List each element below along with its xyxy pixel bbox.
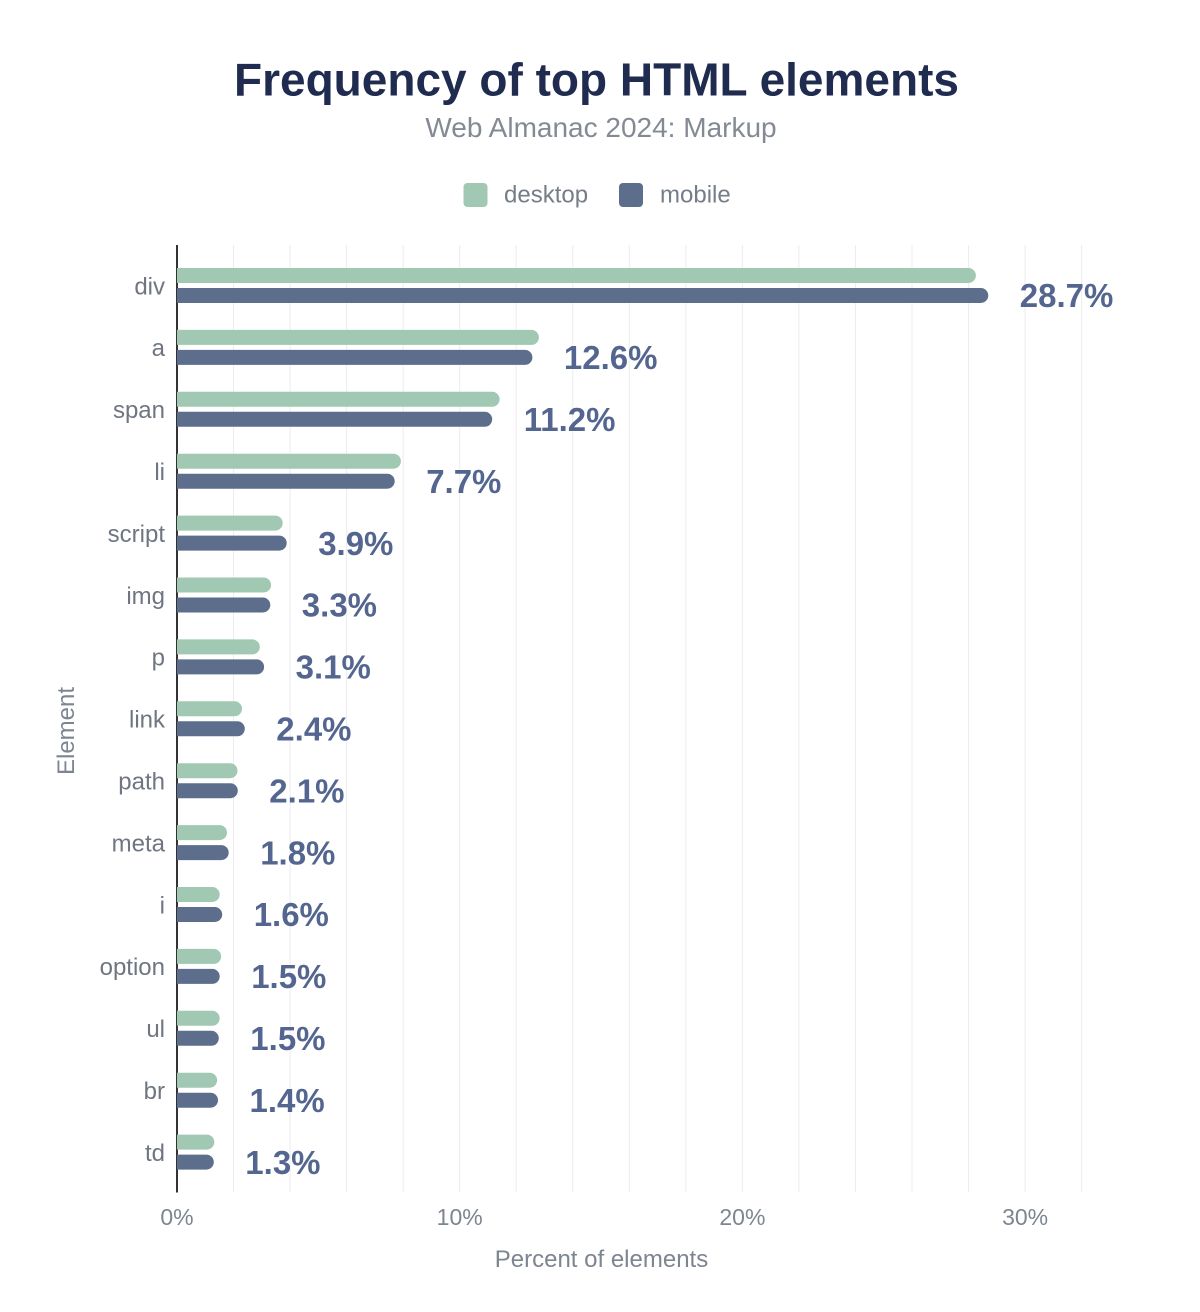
svg-text:12.6%: 12.6% xyxy=(564,339,658,376)
svg-text:mobile: mobile xyxy=(660,182,731,209)
svg-text:Element: Element xyxy=(53,687,80,775)
svg-text:meta: meta xyxy=(112,830,166,857)
svg-text:1.6%: 1.6% xyxy=(254,896,329,933)
svg-text:7.7%: 7.7% xyxy=(426,463,501,500)
svg-text:a: a xyxy=(152,335,166,362)
svg-text:li: li xyxy=(154,459,165,486)
svg-text:11.2%: 11.2% xyxy=(524,401,616,438)
svg-text:3.9%: 3.9% xyxy=(318,525,393,562)
svg-text:link: link xyxy=(129,707,166,734)
svg-text:ul: ul xyxy=(146,1016,165,1043)
svg-text:1.3%: 1.3% xyxy=(245,1144,320,1181)
svg-text:10%: 10% xyxy=(437,1204,483,1230)
svg-text:Frequency of top HTML elements: Frequency of top HTML elements xyxy=(234,54,959,106)
svg-text:28.7%: 28.7% xyxy=(1020,277,1114,314)
svg-text:br: br xyxy=(144,1078,165,1105)
svg-text:2.4%: 2.4% xyxy=(276,711,351,748)
svg-text:30%: 30% xyxy=(1002,1204,1048,1230)
svg-text:Web Almanac 2024: Markup: Web Almanac 2024: Markup xyxy=(425,112,776,143)
svg-text:Percent of elements: Percent of elements xyxy=(495,1246,708,1273)
svg-text:img: img xyxy=(126,583,165,610)
svg-text:p: p xyxy=(152,645,165,672)
svg-text:0%: 0% xyxy=(160,1204,193,1230)
svg-text:1.4%: 1.4% xyxy=(250,1082,325,1119)
svg-text:desktop: desktop xyxy=(504,182,588,209)
svg-text:2.1%: 2.1% xyxy=(269,772,344,809)
svg-text:i: i xyxy=(160,892,165,919)
svg-text:script: script xyxy=(108,521,166,548)
svg-text:option: option xyxy=(100,954,165,981)
svg-text:3.1%: 3.1% xyxy=(296,649,371,686)
svg-text:3.3%: 3.3% xyxy=(302,587,377,624)
svg-text:1.5%: 1.5% xyxy=(250,1020,325,1057)
svg-text:path: path xyxy=(118,769,165,796)
svg-text:td: td xyxy=(145,1140,165,1167)
svg-text:span: span xyxy=(113,397,165,424)
svg-text:div: div xyxy=(134,273,165,300)
svg-text:20%: 20% xyxy=(719,1204,765,1230)
svg-text:1.8%: 1.8% xyxy=(260,834,335,871)
svg-text:1.5%: 1.5% xyxy=(251,958,326,995)
